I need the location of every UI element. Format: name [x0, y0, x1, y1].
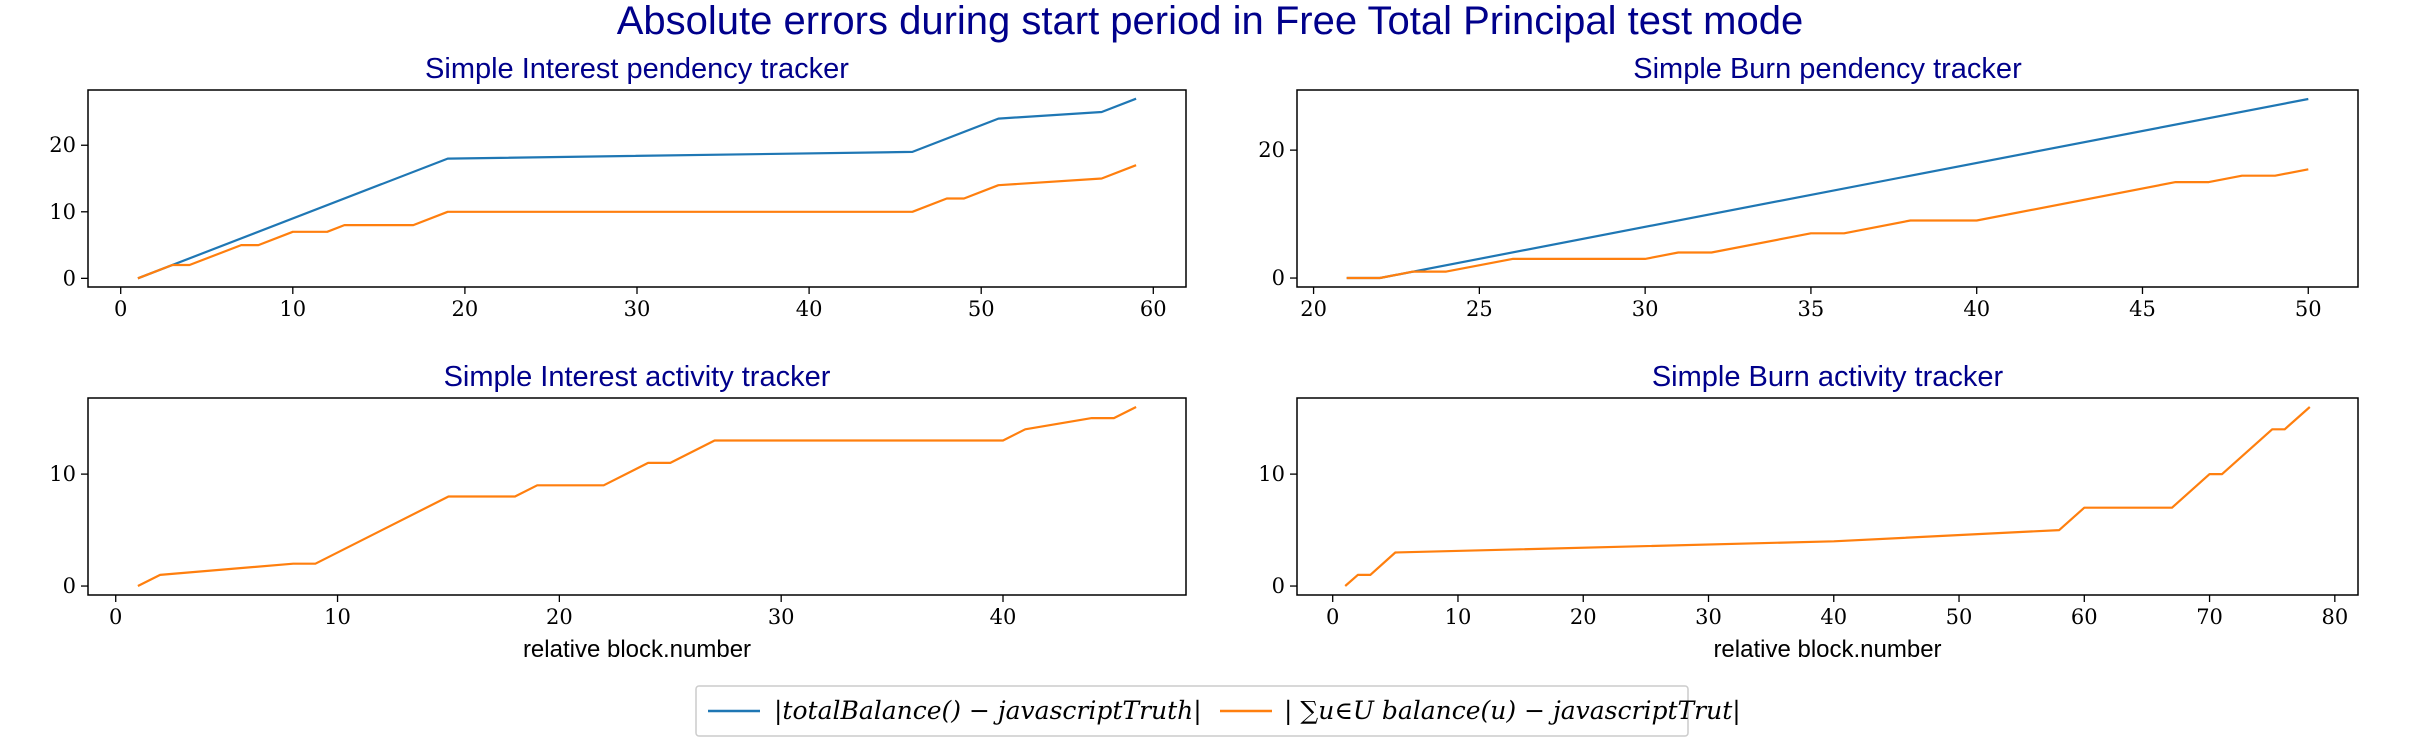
y-tick-label: 20 — [1258, 138, 1285, 162]
x-tick-label: 10 — [1445, 605, 1472, 629]
x-tick-label: 40 — [796, 297, 823, 321]
x-tick-label: 10 — [324, 605, 351, 629]
series-line-1 — [1344, 406, 2311, 587]
x-tick-label: 50 — [1946, 605, 1973, 629]
x-tick-label: 30 — [768, 605, 795, 629]
axes-frame — [87, 397, 1187, 596]
series-line-1 — [137, 97, 1137, 280]
subplot-title: Simple Interest activity tracker — [444, 361, 831, 393]
x-tick-label: 45 — [2129, 297, 2156, 321]
series-line-1 — [1346, 97, 2309, 280]
x-axis-label: relative block.number — [523, 636, 751, 663]
axes-frame — [1296, 397, 2359, 596]
axes-frame — [87, 89, 1187, 288]
subplot-1: Simple Interest pendency tracker 0 10 20 30 4… — [49, 53, 1187, 321]
y-tick-label: 10 — [1258, 462, 1285, 486]
legend: |totalBalance() − javascriptTruth| | ∑u∈… — [695, 685, 1741, 737]
y-tick-label: 10 — [49, 200, 76, 224]
x-tick-label: 30 — [1695, 605, 1722, 629]
axes-frame — [1296, 89, 2359, 288]
x-tick-label: 60 — [1140, 297, 1167, 321]
x-tick-label: 20 — [1300, 297, 1327, 321]
subplot-title: Simple Interest pendency tracker — [425, 53, 849, 85]
x-tick-label: 0 — [1326, 605, 1339, 629]
series-line-2 — [1346, 168, 2309, 280]
x-tick-label: 70 — [2196, 605, 2223, 629]
y-tick-label: 20 — [49, 133, 76, 157]
x-tick-label: 40 — [1820, 605, 1847, 629]
legend-frame — [695, 685, 1689, 737]
legend-label-1: |totalBalance() − javascriptTruth| — [774, 696, 1202, 726]
x-tick-label: 60 — [2071, 605, 2098, 629]
y-tick-label: 0 — [63, 574, 76, 598]
series-line-2 — [137, 164, 1137, 280]
series-line-1 — [137, 406, 1137, 587]
x-tick-label: 25 — [1466, 297, 1493, 321]
x-tick-label: 20 — [546, 605, 573, 629]
x-tick-label: 40 — [1963, 297, 1990, 321]
x-tick-label: 10 — [279, 297, 306, 321]
x-tick-label: 0 — [109, 605, 122, 629]
subplot-title: Simple Burn activity tracker — [1652, 361, 2004, 393]
x-tick-label: 40 — [990, 605, 1017, 629]
subplot-3: Simple Interest activity tracker 0 10 20 30 4… — [49, 361, 1187, 663]
x-tick-label: 20 — [452, 297, 479, 321]
x-tick-label: 20 — [1570, 605, 1597, 629]
y-tick-label: 0 — [1272, 574, 1285, 598]
x-tick-label: 30 — [624, 297, 651, 321]
subplots: Simple Interest pendency tracker 0 10 20 30 4… — [49, 53, 2359, 663]
x-tick-label: 50 — [2295, 297, 2322, 321]
x-tick-label: 30 — [1632, 297, 1659, 321]
x-tick-label: 50 — [968, 297, 995, 321]
y-tick-label: 10 — [49, 462, 76, 486]
subplot-2: Simple Burn pendency tracker 20 25 30 35 40 45… — [1258, 53, 2359, 321]
x-tick-label: 80 — [2321, 605, 2348, 629]
subplot-title: Simple Burn pendency tracker — [1633, 53, 2022, 85]
figure-title: Absolute errors during start period in F… — [617, 0, 1804, 43]
x-tick-label: 0 — [114, 297, 127, 321]
y-tick-label: 0 — [1272, 266, 1285, 290]
x-axis-label: relative block.number — [1713, 636, 1941, 663]
legend-label-2: | ∑u∈U balance(u) − javascriptTrut| — [1284, 696, 1741, 726]
x-tick-label: 35 — [1798, 297, 1825, 321]
subplot-4: Simple Burn activity tracker 0 10 20 30 40 50 6… — [1258, 361, 2359, 663]
y-tick-label: 0 — [63, 266, 76, 290]
